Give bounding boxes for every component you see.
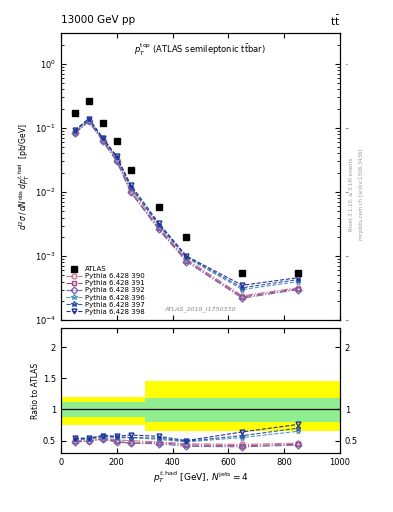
Text: Rivet 3.1.10, ≥ 3.1M events: Rivet 3.1.10, ≥ 3.1M events <box>349 158 354 231</box>
Y-axis label: $d^2\sigma\,/\,dN^\mathrm{obs}\,dp_T^{t,\mathrm{had}}$  [pb/GeV]: $d^2\sigma\,/\,dN^\mathrm{obs}\,dp_T^{t,… <box>17 123 32 230</box>
Text: $\mathregular{t\bar{t}}$: $\mathregular{t\bar{t}}$ <box>330 13 340 28</box>
Y-axis label: Ratio to ATLAS: Ratio to ATLAS <box>31 362 40 419</box>
Text: 13000 GeV pp: 13000 GeV pp <box>61 15 135 26</box>
Text: mcplots.cern.ch [arXiv:1306.3436]: mcplots.cern.ch [arXiv:1306.3436] <box>359 149 364 240</box>
Text: $p_T^\mathrm{top}$ (ATLAS semileptonic t$\bar{\rm t}$bar): $p_T^\mathrm{top}$ (ATLAS semileptonic t… <box>134 42 266 58</box>
X-axis label: $p_T^{t,\mathrm{had}}$ [GeV], $N^\mathrm{jets} = 4$: $p_T^{t,\mathrm{had}}$ [GeV], $N^\mathrm… <box>153 470 248 485</box>
Legend: ATLAS, Pythia 6.428 390, Pythia 6.428 391, Pythia 6.428 392, Pythia 6.428 396, P: ATLAS, Pythia 6.428 390, Pythia 6.428 39… <box>64 264 146 317</box>
Text: ATLAS_2019_I1750330: ATLAS_2019_I1750330 <box>165 306 236 311</box>
